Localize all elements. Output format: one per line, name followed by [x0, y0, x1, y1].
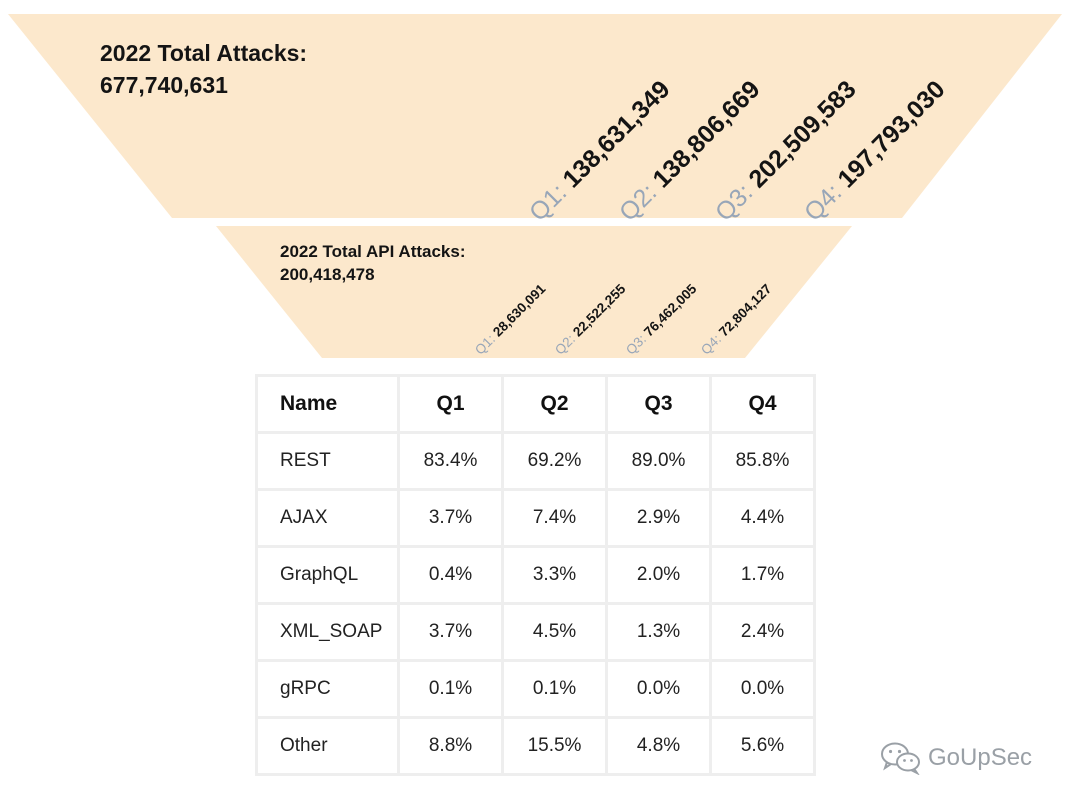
cell-q4: 0.0%	[709, 659, 816, 719]
cell-q2: 69.2%	[501, 431, 608, 491]
cell-q1: 3.7%	[397, 488, 504, 548]
header-q1: Q1	[397, 374, 504, 434]
cell-q3: 0.0%	[605, 659, 712, 719]
table-row: GraphQL 0.4% 3.3% 2.0% 1.7%	[255, 545, 816, 605]
cell-q4: 4.4%	[709, 488, 816, 548]
api-type-table: Name Q1 Q2 Q3 Q4 REST 83.4% 69.2% 89.0% …	[255, 374, 816, 776]
header-q3: Q3	[605, 374, 712, 434]
cell-q2: 3.3%	[501, 545, 608, 605]
cell-q4: 2.4%	[709, 602, 816, 662]
cell-q1: 0.1%	[397, 659, 504, 719]
row-name: AJAX	[255, 488, 400, 548]
cell-q1: 3.7%	[397, 602, 504, 662]
cell-q3: 4.8%	[605, 716, 712, 776]
cell-q1: 8.8%	[397, 716, 504, 776]
row-name: REST	[255, 431, 400, 491]
total-attacks-title: 2022 Total Attacks: 677,740,631	[100, 37, 307, 101]
total-attacks-value: 677,740,631	[100, 72, 228, 98]
cell-q3: 2.0%	[605, 545, 712, 605]
cell-q2: 7.4%	[501, 488, 608, 548]
row-name: Other	[255, 716, 400, 776]
cell-q1: 0.4%	[397, 545, 504, 605]
cell-q3: 1.3%	[605, 602, 712, 662]
cell-q2: 0.1%	[501, 659, 608, 719]
api-attacks-value: 200,418,478	[280, 265, 375, 284]
table-row: Other 8.8% 15.5% 4.8% 5.6%	[255, 716, 816, 776]
header-q2: Q2	[501, 374, 608, 434]
row-name: XML_SOAP	[255, 602, 400, 662]
table-row: AJAX 3.7% 7.4% 2.9% 4.4%	[255, 488, 816, 548]
api-attacks-label: 2022 Total API Attacks:	[280, 242, 466, 261]
table-header-row: Name Q1 Q2 Q3 Q4	[255, 374, 816, 434]
watermark: GoUpSec	[880, 741, 1032, 775]
table-row: REST 83.4% 69.2% 89.0% 85.8%	[255, 431, 816, 491]
cell-q4: 85.8%	[709, 431, 816, 491]
funnel-stage-total-attacks	[8, 14, 1062, 218]
watermark-text: GoUpSec	[928, 744, 1033, 771]
cell-q1: 83.4%	[397, 431, 504, 491]
table-row: XML_SOAP 3.7% 4.5% 1.3% 2.4%	[255, 602, 816, 662]
row-name: GraphQL	[255, 545, 400, 605]
funnel-stage-api-attacks	[216, 226, 852, 358]
header-name: Name	[255, 374, 400, 434]
cell-q4: 5.6%	[709, 716, 816, 776]
cell-q2: 4.5%	[501, 602, 608, 662]
total-attacks-label: 2022 Total Attacks:	[100, 40, 308, 66]
cell-q3: 2.9%	[605, 488, 712, 548]
table-row: gRPC 0.1% 0.1% 0.0% 0.0%	[255, 659, 816, 719]
cell-q2: 15.5%	[501, 716, 608, 776]
row-name: gRPC	[255, 659, 400, 719]
cell-q3: 89.0%	[605, 431, 712, 491]
api-attacks-title: 2022 Total API Attacks: 200,418,478	[280, 240, 466, 286]
header-q4: Q4	[709, 374, 816, 434]
cell-q4: 1.7%	[709, 545, 816, 605]
wechat-icon	[881, 742, 920, 775]
